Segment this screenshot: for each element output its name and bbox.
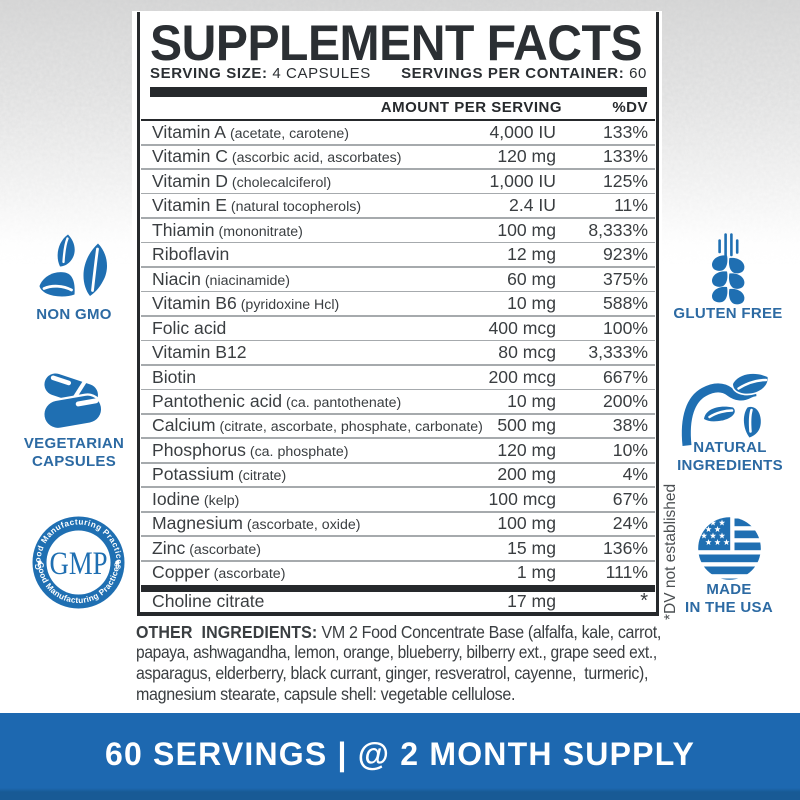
svg-text:GMP: GMP bbox=[50, 546, 108, 582]
